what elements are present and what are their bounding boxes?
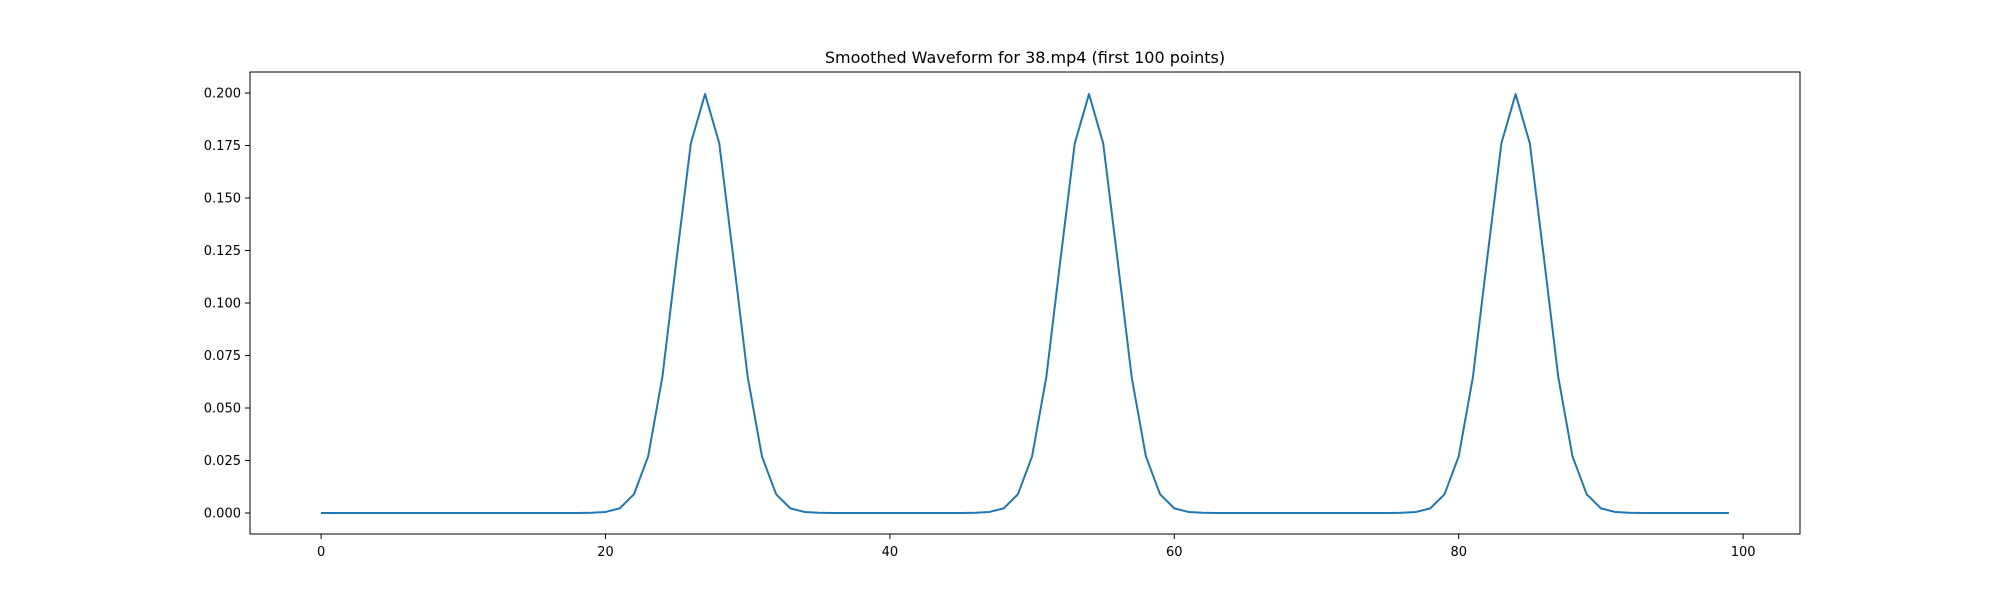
- y-tick-label: 0.050: [204, 402, 241, 417]
- y-tick-label: 0.000: [204, 507, 241, 522]
- y-tick-label: 0.150: [204, 192, 241, 207]
- x-tick-label: 0: [317, 545, 325, 560]
- y-tick-label: 0.125: [204, 244, 241, 259]
- y-tick-label: 0.200: [204, 87, 241, 102]
- x-tick-label: 100: [1731, 545, 1756, 560]
- x-tick-label: 60: [1166, 545, 1183, 560]
- chart-title: Smoothed Waveform for 38.mp4 (first 100 …: [825, 48, 1225, 67]
- series-layer: [321, 93, 1729, 514]
- y-tick-label: 0.075: [204, 349, 241, 364]
- series-line: [321, 93, 1729, 514]
- y-tick-label: 0.025: [204, 454, 241, 469]
- x-axis: 0 20 40 60 80 100: [317, 534, 1756, 560]
- x-tick-label: 80: [1450, 545, 1467, 560]
- y-tick-label: 0.100: [204, 297, 241, 312]
- y-tick-label: 0.175: [204, 139, 241, 154]
- plot-frame: [249, 71, 1801, 535]
- y-axis: 0.000 0.025 0.050 0.075 0.100 0.125 0.150 0.175…: [204, 87, 250, 522]
- x-tick-label: 20: [597, 545, 614, 560]
- x-tick-label: 40: [882, 545, 899, 560]
